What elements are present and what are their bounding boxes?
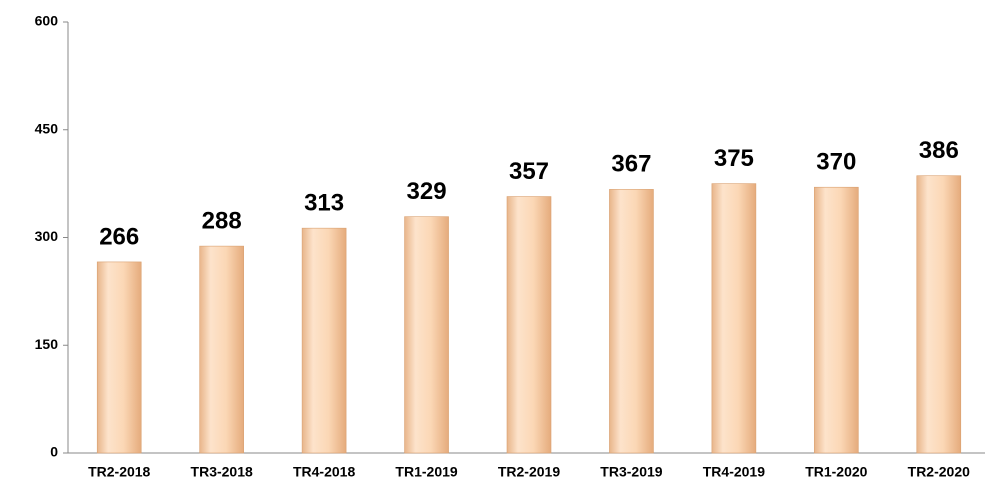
value-label: 266 [99,223,139,250]
bar [96,261,142,454]
value-label: 357 [509,158,549,185]
bar [404,216,449,454]
x-tick-label: TR2-2019 [498,464,560,480]
x-tick-label: TR2-2018 [88,464,150,480]
x-tick-label: TR3-2019 [600,464,662,480]
x-tick-label: TR3-2018 [191,464,253,480]
value-label: 386 [919,137,959,164]
bar [711,183,757,454]
x-tick-label: TR4-2019 [703,464,765,480]
y-tick-label: 300 [35,228,59,244]
value-label: 288 [202,207,242,234]
value-label: 329 [407,178,447,205]
y-tick-label: 0 [50,444,58,460]
x-tick-label: TR2-2020 [908,464,970,480]
y-tick-label: 450 [35,120,59,136]
y-tick-label: 600 [35,13,59,29]
bar [916,175,962,454]
x-tick-label: TR1-2020 [805,464,867,480]
bar [814,186,859,454]
y-tick-label: 150 [35,336,59,352]
value-label: 313 [304,190,344,217]
x-tick-label: TR4-2018 [293,464,355,480]
bar [301,227,347,454]
bar [609,189,654,454]
value-label: 370 [816,149,856,176]
value-label: 375 [714,145,754,172]
bar [199,245,244,454]
x-tick-label: TR1-2019 [395,464,457,480]
bar [506,196,552,454]
value-label: 367 [611,151,651,178]
